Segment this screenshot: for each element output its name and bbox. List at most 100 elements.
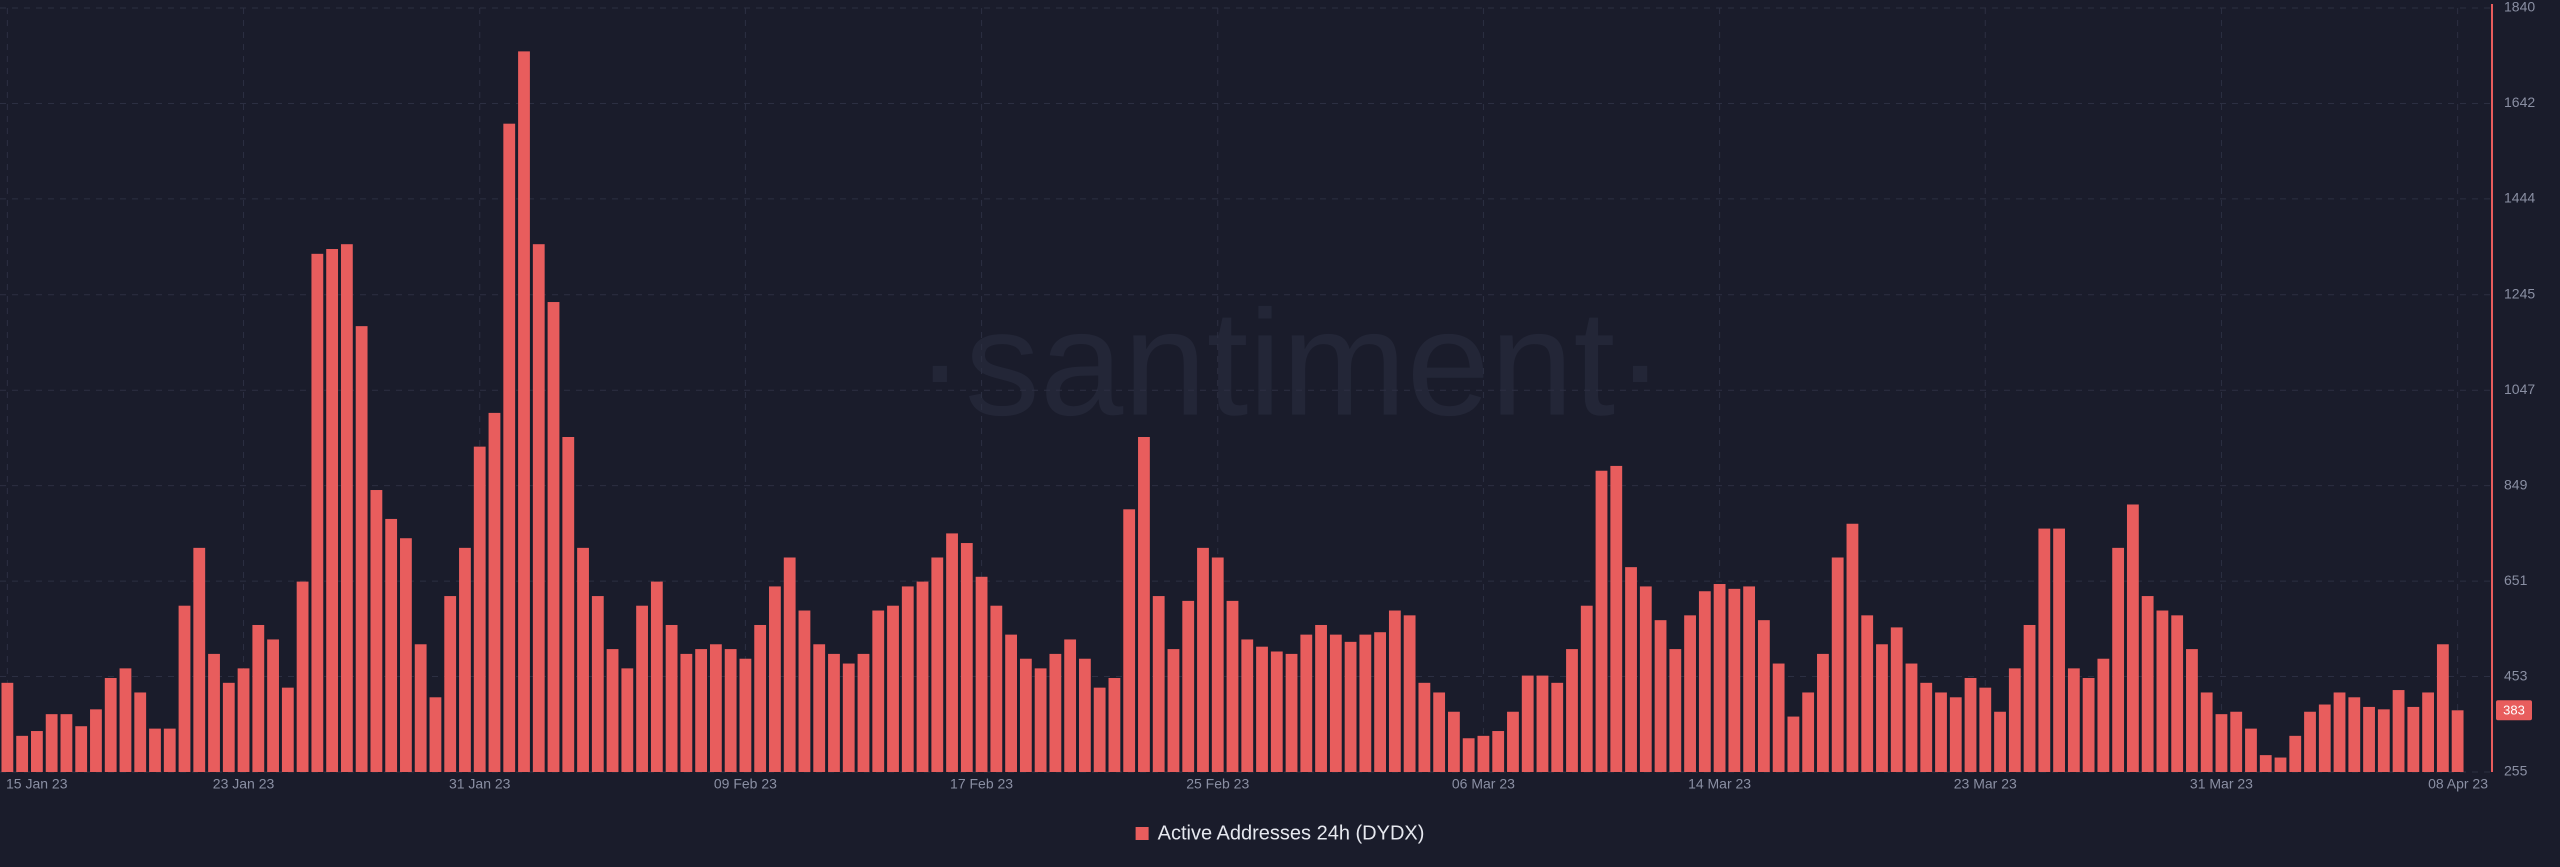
bar <box>606 649 619 772</box>
y-tick-label: 255 <box>2504 763 2528 779</box>
bar <box>1507 711 1519 772</box>
x-tick-label: 31 Jan 23 <box>449 776 511 792</box>
x-tick-label: 23 Jan 23 <box>213 776 275 792</box>
bar <box>400 538 412 772</box>
bar <box>887 605 899 772</box>
y-tick-label: 453 <box>2504 667 2528 683</box>
bar <box>2274 757 2287 772</box>
bar <box>311 253 324 772</box>
bar <box>1211 557 1224 772</box>
bar <box>178 605 191 772</box>
legend: Active Addresses 24h (DYDX) <box>1135 822 1425 844</box>
bar <box>1802 692 1815 772</box>
bar <box>1787 716 1800 772</box>
legend-swatch <box>1135 827 1149 840</box>
y-tick-label: 1840 <box>2504 0 2535 15</box>
bar <box>1757 620 1770 772</box>
bar <box>1477 735 1490 772</box>
bar <box>488 412 501 772</box>
bar <box>1049 653 1062 772</box>
bar <box>1448 711 1460 772</box>
bar <box>1669 649 1682 772</box>
bar <box>459 547 471 772</box>
bar <box>2318 704 2331 772</box>
y-tick-label: 1444 <box>2504 190 2535 206</box>
x-tick-label: 15 Jan 23 <box>6 776 68 792</box>
bar <box>1197 547 1209 772</box>
bar <box>2333 692 2346 772</box>
x-tick-label: 17 Feb 23 <box>950 776 1013 792</box>
bar <box>1610 465 1623 772</box>
bar <box>946 533 958 772</box>
bar <box>842 663 855 772</box>
bar <box>104 678 117 772</box>
bar <box>1359 634 1372 772</box>
bar <box>30 731 43 772</box>
bar <box>119 668 132 772</box>
bar <box>1625 567 1637 772</box>
bar <box>650 581 663 772</box>
bar <box>2407 706 2420 772</box>
bar <box>2348 697 2361 772</box>
bar <box>621 668 634 772</box>
bar <box>532 244 545 772</box>
bar <box>798 610 811 772</box>
legend-label: Active Addresses 24h (DYDX) <box>1158 822 1425 844</box>
bar <box>2289 735 2302 772</box>
bar <box>2038 528 2051 772</box>
bar <box>90 709 102 772</box>
bar <box>1315 624 1327 772</box>
bar <box>163 728 176 772</box>
bar <box>2436 644 2449 772</box>
bar <box>1817 653 1829 772</box>
bar <box>1285 653 1298 772</box>
bar <box>2422 692 2435 772</box>
bar <box>45 714 58 772</box>
bar <box>1226 600 1239 772</box>
bar <box>267 639 279 772</box>
bar <box>783 557 796 772</box>
last-value-label: 383 <box>2503 703 2525 718</box>
bar <box>518 51 530 772</box>
bar <box>1536 675 1549 772</box>
bar <box>1138 436 1150 772</box>
x-tick-label: 08 Apr 23 <box>2428 776 2488 792</box>
bar <box>1698 591 1711 772</box>
bar <box>1034 668 1047 772</box>
bar <box>1492 731 1505 772</box>
bar <box>1654 620 1667 772</box>
bar <box>1566 649 1578 772</box>
bar <box>1713 584 1726 772</box>
bar <box>75 726 88 772</box>
x-tick-label: 23 Mar 23 <box>1954 776 2017 792</box>
bar <box>1300 634 1313 772</box>
bar <box>1949 697 1962 772</box>
y-tick-label: 651 <box>2504 572 2528 588</box>
bar <box>1890 627 1903 772</box>
bar <box>1374 632 1387 772</box>
y-tick-label: 1642 <box>2504 94 2535 110</box>
bar <box>1580 605 1593 772</box>
bar <box>2230 711 2243 772</box>
bar <box>1743 586 1756 772</box>
bar <box>237 668 250 772</box>
bar <box>1329 634 1342 772</box>
bar <box>547 302 560 772</box>
bar <box>2304 711 2316 772</box>
bar <box>149 728 161 772</box>
bar <box>222 682 235 772</box>
x-tick-label: 06 Mar 23 <box>1452 776 1515 792</box>
bar <box>2392 690 2405 772</box>
bar <box>975 576 988 772</box>
bar <box>2097 658 2110 772</box>
bar <box>2259 755 2272 772</box>
bar <box>1639 586 1652 772</box>
bar <box>990 605 1003 772</box>
bar <box>2186 649 2198 772</box>
y-tick-label: 1047 <box>2504 381 2535 397</box>
bar <box>444 596 457 772</box>
bar <box>2200 692 2213 772</box>
bar <box>636 605 648 772</box>
bar <box>2067 668 2080 772</box>
bar <box>665 624 678 772</box>
